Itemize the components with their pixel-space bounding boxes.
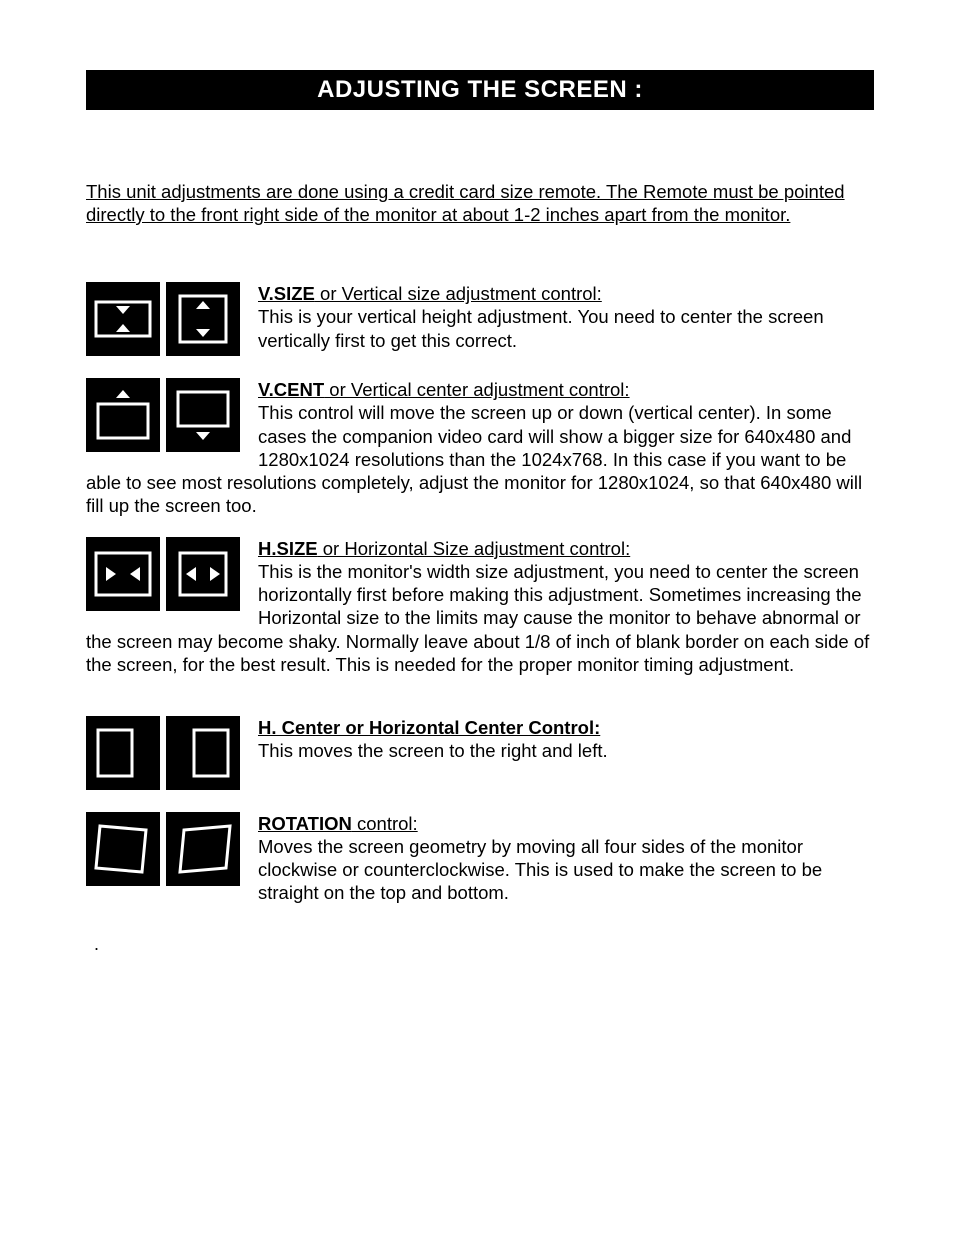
rotation-icon-a	[86, 812, 160, 886]
vcent-icon-a	[86, 378, 160, 452]
vcent-label-suffix: or Vertical center adjustment control:	[324, 379, 629, 400]
hsize-icon-a	[86, 537, 160, 611]
hcent-icon-a	[86, 716, 160, 790]
vsize-body: This is your vertical height adjustment.…	[258, 306, 824, 350]
hsize-label-suffix: or Horizontal Size adjustment control:	[318, 538, 631, 559]
rotation-label-suffix: control:	[352, 813, 418, 834]
trailing-dot: .	[94, 934, 874, 955]
rotation-label: ROTATION	[258, 813, 352, 834]
intro-text: This unit adjustments are done using a c…	[86, 180, 874, 226]
vcent-label: V.CENT	[258, 379, 324, 400]
section-vsize: V.SIZE or Vertical size adjustment contr…	[86, 282, 874, 358]
hsize-icon-b	[166, 537, 240, 611]
section-hcent: H. Center or Horizontal Center Control: …	[86, 716, 874, 792]
hcent-label: H. Center or Horizontal Center Control:	[258, 717, 600, 738]
vsize-icon-b	[166, 282, 240, 356]
section-vcent: V.CENT or Vertical center adjustment con…	[86, 378, 874, 517]
vcent-icon-b	[166, 378, 240, 452]
vsize-label: V.SIZE	[258, 283, 315, 304]
rotation-icon-b	[166, 812, 240, 886]
section-rotation: ROTATION control: Moves the screen geome…	[86, 812, 874, 905]
vsize-icon-a	[86, 282, 160, 356]
vsize-label-suffix: or Vertical size adjustment control:	[315, 283, 602, 304]
rotation-body: Moves the screen geometry by moving all …	[258, 836, 822, 903]
hcent-icon-b	[166, 716, 240, 790]
hsize-label: H.SIZE	[258, 538, 318, 559]
page-title: ADJUSTING THE SCREEN :	[86, 70, 874, 110]
hcent-body: This moves the screen to the right and l…	[258, 740, 608, 761]
section-hsize: H.SIZE or Horizontal Size adjustment con…	[86, 537, 874, 676]
